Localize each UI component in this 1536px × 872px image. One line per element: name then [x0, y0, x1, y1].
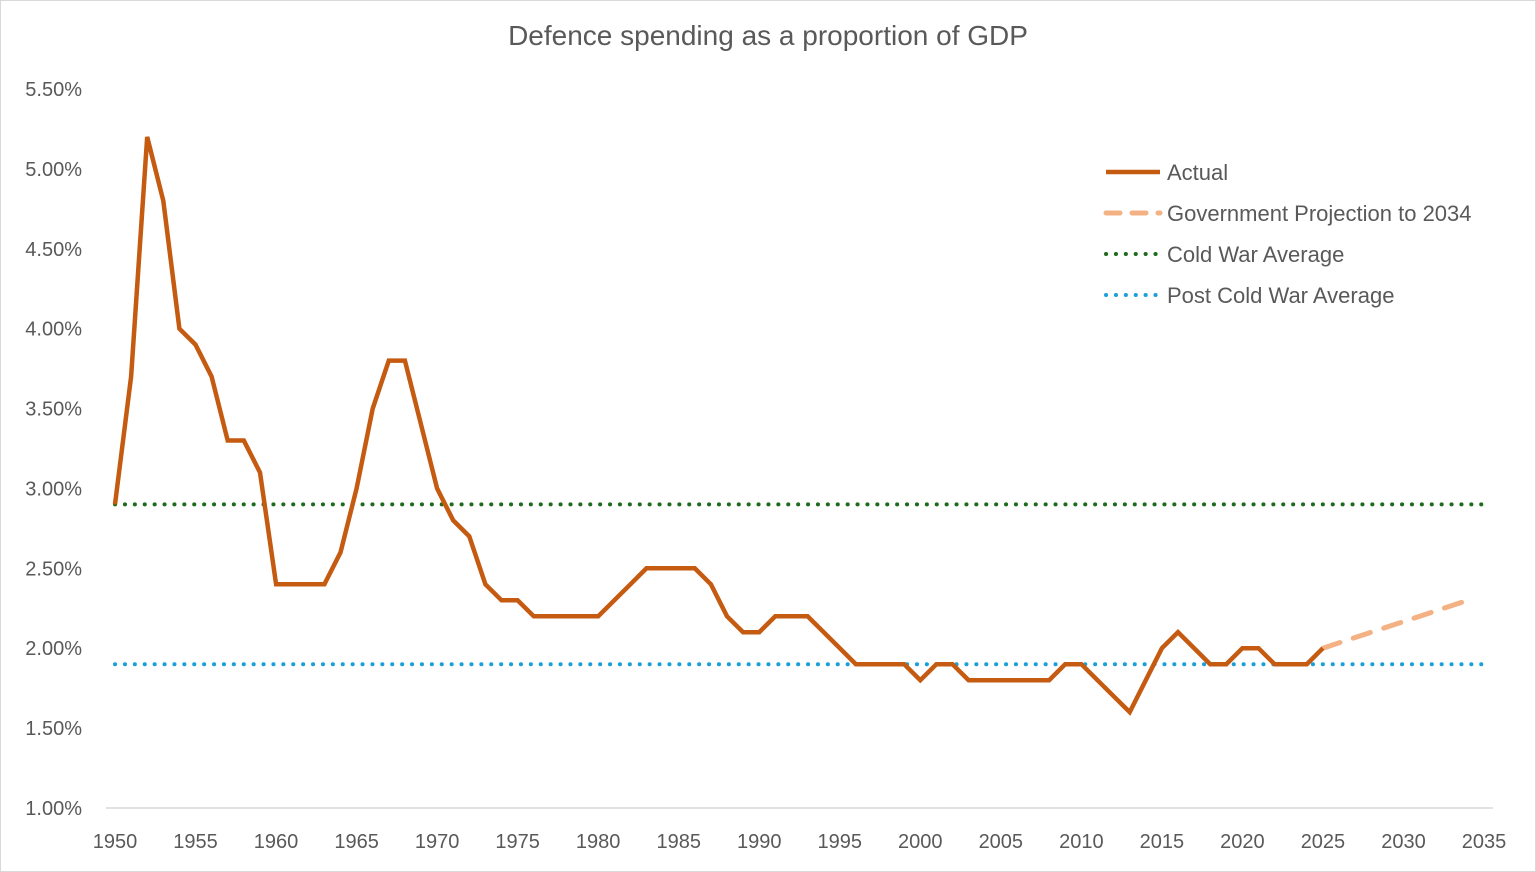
x-tick-label: 1950 [93, 831, 138, 853]
x-axis-ticks: 1950 1955 1960 1965 1970 1975 1980 1985 1990 1995… [93, 831, 1507, 853]
x-tick-label: 1990 [737, 831, 782, 853]
legend: Actual Government Projection to 2034 Cold … [1103, 160, 1472, 308]
legend-label: Cold War Average [1167, 242, 1344, 267]
x-tick-label: 2020 [1220, 831, 1265, 853]
x-tick-label: 1980 [576, 831, 621, 853]
y-tick-label: 2.50% [25, 558, 82, 580]
x-tick-label: 1960 [254, 831, 299, 853]
x-tick-label: 1985 [656, 831, 701, 853]
x-tick-label: 2015 [1140, 831, 1185, 853]
x-tick-label: 2030 [1381, 831, 1426, 853]
chart-title: Defence spending as a proportion of GDP [508, 20, 1028, 51]
x-tick-label: 1995 [818, 831, 863, 853]
x-tick-label: 1975 [495, 831, 540, 853]
x-tick-label: 2025 [1301, 831, 1346, 853]
series-government-projection-to-2034-line [1320, 597, 1471, 651]
legend-label: Post Cold War Average [1167, 283, 1394, 308]
x-tick-label: 1970 [415, 831, 460, 853]
series-actual-line [112, 136, 1325, 716]
legend-item: Cold War Average [1104, 242, 1344, 267]
x-tick-label: 2005 [979, 831, 1024, 853]
legend-label: Actual [1167, 160, 1228, 185]
x-tick-label: 2035 [1462, 831, 1507, 853]
legend-item: Actual [1106, 160, 1228, 185]
y-tick-label: 4.00% [25, 319, 82, 341]
x-tick-label: 2010 [1059, 831, 1104, 853]
legend-label: Government Projection to 2034 [1167, 201, 1472, 226]
y-tick-label: 3.00% [25, 478, 82, 500]
legend-item: Post Cold War Average [1104, 283, 1394, 308]
y-tick-label: 1.50% [25, 718, 82, 740]
x-tick-label: 2000 [898, 831, 943, 853]
y-tick-label: 5.00% [25, 159, 82, 181]
x-tick-label: 1965 [334, 831, 379, 853]
series-layer [112, 136, 1486, 716]
y-tick-label: 4.50% [25, 239, 82, 261]
x-tick-label: 1955 [173, 831, 218, 853]
y-tick-label: 3.50% [25, 399, 82, 421]
y-tick-label: 5.50% [25, 79, 82, 101]
legend-item: Government Projection to 2034 [1103, 201, 1472, 226]
y-tick-label: 1.00% [25, 798, 82, 820]
y-tick-label: 2.00% [25, 638, 82, 660]
y-axis-ticks: 1.00% 1.50% 2.00% 2.50% 3.00% 3.50% 4.00% 4.50%… [25, 79, 82, 820]
